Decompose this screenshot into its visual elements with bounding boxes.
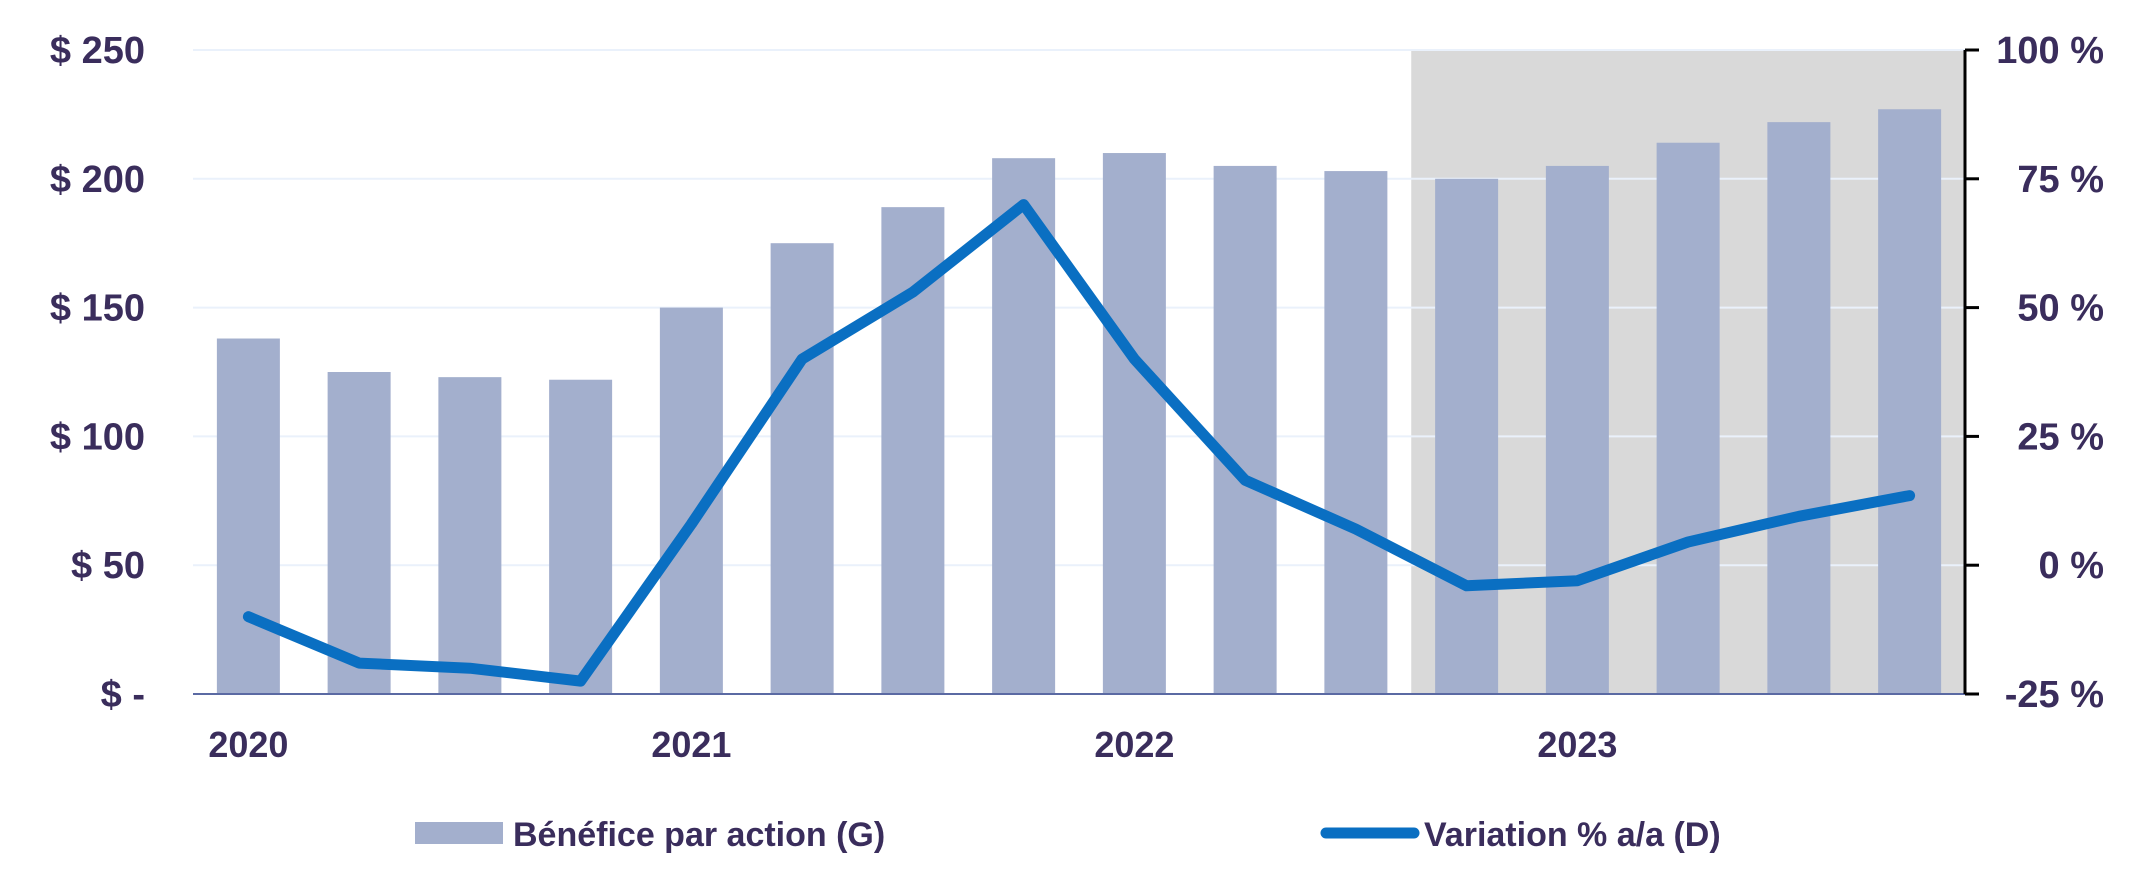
line-point-2 bbox=[469, 667, 471, 669]
bar-series bbox=[216, 109, 1942, 695]
bar-11 bbox=[1435, 178, 1499, 695]
line-point-4 bbox=[690, 523, 692, 525]
left-tick-label-0: $ - bbox=[101, 674, 145, 716]
left-tick-label-250: $ 250 bbox=[50, 30, 145, 72]
year-label-2021: 2021 bbox=[651, 724, 731, 765]
bar-9 bbox=[1213, 165, 1277, 695]
bar-1 bbox=[327, 372, 391, 694]
bar-14 bbox=[1767, 122, 1831, 695]
bar-3 bbox=[549, 379, 613, 694]
line-point-0 bbox=[247, 616, 249, 618]
bar-15 bbox=[1878, 109, 1942, 695]
year-label-2020: 2020 bbox=[208, 724, 288, 765]
right-tick-label-25: 25 % bbox=[2017, 416, 2104, 458]
bar-5 bbox=[770, 243, 834, 694]
line-point-5 bbox=[801, 358, 803, 360]
right-tick-label-100: 100 % bbox=[1996, 30, 2104, 72]
line-point-6 bbox=[912, 291, 914, 293]
year-label-2023: 2023 bbox=[1537, 724, 1617, 765]
legend-label-bars: Bénéfice par action (G) bbox=[513, 816, 885, 854]
left-axis-tick-labels: $ - $ 50 $ 100 $ 150 $ 200 $ 250 bbox=[50, 30, 145, 716]
legend: Bénéfice par action (G) Variation % a/a (… bbox=[415, 816, 1721, 854]
bar-12 bbox=[1545, 165, 1609, 695]
line-point-9 bbox=[1244, 479, 1246, 481]
line-point-12 bbox=[1576, 580, 1578, 582]
bar-8 bbox=[1102, 153, 1166, 695]
legend-label-line: Variation % a/a (D) bbox=[1424, 816, 1721, 854]
line-series bbox=[242, 199, 1916, 687]
left-tick-label-200: $ 200 bbox=[50, 159, 145, 201]
bar-0 bbox=[216, 338, 280, 694]
axes bbox=[193, 48, 1979, 696]
bar-13 bbox=[1656, 142, 1720, 695]
line-point-7 bbox=[1023, 204, 1025, 206]
line-point-3 bbox=[580, 680, 582, 682]
bar-2 bbox=[438, 377, 502, 694]
x-axis-year-labels: 2020 2021 2022 2023 bbox=[208, 724, 1617, 765]
line-point-11 bbox=[1466, 585, 1468, 587]
bar-7 bbox=[992, 158, 1056, 694]
right-axis-tick-labels: -25 % 0 % 25 % 50 % 75 % 100 % bbox=[1996, 30, 2104, 716]
line-point-13 bbox=[1687, 541, 1689, 543]
line-point-14 bbox=[1798, 515, 1800, 517]
left-tick-label-100: $ 100 bbox=[50, 416, 145, 458]
left-tick-label-150: $ 150 bbox=[50, 288, 145, 330]
year-label-2022: 2022 bbox=[1094, 724, 1174, 765]
variation-line bbox=[242, 199, 1916, 687]
bar-10 bbox=[1324, 171, 1388, 694]
line-point-15 bbox=[1909, 495, 1911, 497]
right-tick-label--25: -25 % bbox=[2005, 674, 2104, 716]
line-point-8 bbox=[1133, 358, 1135, 360]
legend-bar-swatch bbox=[415, 822, 503, 844]
line-point-10 bbox=[1355, 528, 1357, 530]
left-tick-label-50: $ 50 bbox=[71, 545, 145, 587]
right-tick-label-0: 0 % bbox=[2039, 545, 2104, 587]
right-tick-label-50: 50 % bbox=[2017, 288, 2104, 330]
right-tick-label-75: 75 % bbox=[2017, 159, 2104, 201]
line-point-1 bbox=[358, 662, 360, 664]
